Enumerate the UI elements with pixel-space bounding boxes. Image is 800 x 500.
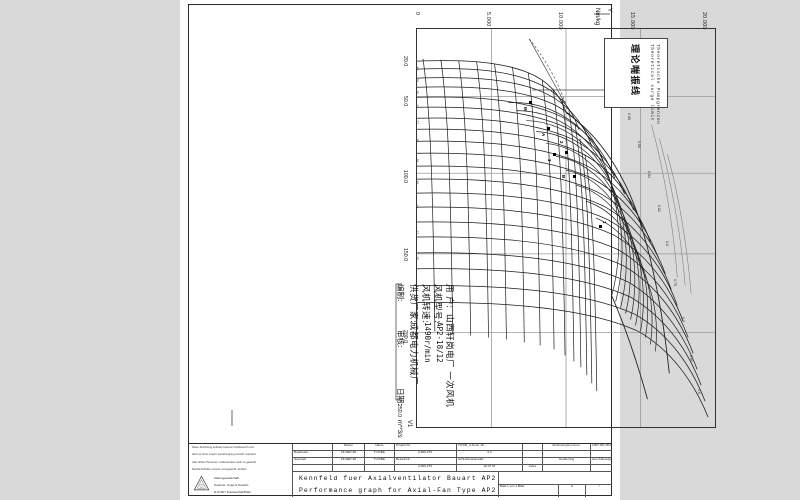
company-logo-icon: [193, 475, 210, 491]
legal-note-2: darf nur ohne unsere Genehmigung verviel…: [192, 453, 257, 457]
role-header-cell: [293, 444, 333, 451]
bearbeitet-datum: 18-SEP-96: [333, 451, 365, 458]
efficiency-label-d: 0.84: [647, 171, 651, 178]
spec-bracket-lines: [395, 283, 402, 401]
gez-label: Gez./Name/gepr.: [591, 458, 612, 465]
company-line2: Kuehnle, Kopp & Kausch: [214, 483, 249, 487]
projekt-value: 0.900.275.: [395, 451, 457, 458]
datum-header: Datum: [333, 444, 365, 451]
performance-chart: -30 -28 -26 -24 -22 -20 -18 -16 -14 -12 …: [416, 28, 716, 428]
company-cell: [189, 472, 293, 497]
company-line3: D-67227 Frankenthal/Pfalz: [214, 490, 251, 494]
surge-limit-label-en: Theoretical surge limit: [649, 44, 654, 122]
geprueft-datum: 18-SEP-96: [333, 458, 365, 465]
gez-blank: [591, 465, 612, 472]
surge-limit-label-cn: 理论喘振线: [629, 44, 639, 97]
drawing-title-en: Performance graph for Axial-Fan Type AP2: [299, 487, 497, 494]
role-blank-cell: [293, 465, 333, 472]
geprueft-name: TUV/Blu: [365, 458, 395, 465]
surge-limit-legend-box: [604, 38, 668, 108]
zeichnungs-label: Zeichnungsnummer:: [543, 444, 591, 451]
tuv-label: TUV/B_A-Kenn.-Nr.:: [457, 444, 523, 451]
pitch-characteristic-curves: [417, 60, 709, 418]
efficiency-label-f: 0.8: [665, 241, 669, 246]
efficiency-label-j: 0.6: [697, 389, 701, 394]
efficiency-label-h: 0.7: [681, 317, 685, 322]
surge-legend-leader: [532, 89, 604, 91]
index-blank-2: [523, 451, 543, 458]
ausf-label: AUS-Revisionsdat.:: [457, 458, 523, 465]
index-blank-1: [523, 444, 543, 451]
axis-symbol-rule: [231, 13, 610, 426]
efficiency-label-c: 0.86: [637, 141, 641, 148]
aenderung-blank-3: [543, 465, 591, 472]
surge-limit-label-de: Theoretische Pumpgrenzen: [655, 44, 660, 125]
row-bearbeitet-label: Bearbeitet: [293, 451, 333, 458]
efficiency-contours: [508, 38, 670, 400]
sheet-count: Blatt 1 von 1 Blatt: [499, 485, 559, 497]
datum-blank-cell: [333, 465, 365, 472]
operating-point-marker-a: [547, 127, 550, 130]
name-header: Name: [365, 444, 395, 451]
efficiency-label-e: 0.82: [657, 205, 661, 212]
operating-point-marker-b: [573, 175, 576, 178]
tuv-value: 2.0: [457, 451, 523, 458]
revision-letter: A: [559, 485, 586, 497]
drawing-title-de: Kennfeld fuer Axialventilator Bauart AP2: [299, 475, 497, 482]
operating-point-marker-m: [529, 101, 532, 104]
secondary-power-curves: [651, 124, 692, 294]
row-geprueft-label: Geprueft: [293, 458, 333, 465]
sheet-blank-cell: [499, 472, 612, 485]
aenderung-label: Aenderung: [543, 458, 591, 465]
ausf-value: 18.07.97: [457, 465, 523, 472]
title-en-cell: Performance graph for Axial-Fan Type AP2: [293, 485, 499, 497]
efficiency-label-g: 0.75: [673, 279, 677, 286]
legal-note-1: Diese Zeichnung enthaelt unseren Fachber…: [192, 446, 254, 449]
bestell-label: Bestell-Nr.:: [395, 458, 457, 465]
zeichnungs-value: 1007.001.001.00: [591, 444, 612, 451]
revision-slash: /: [598, 485, 600, 488]
title-block: Diese Zeichnung enthaelt unseren Fachber…: [188, 443, 612, 497]
aenderung-blank-1: [543, 451, 591, 458]
aenderung-blank-2: [591, 451, 612, 458]
index-blank-3: [523, 458, 543, 465]
index-label: Index: [523, 465, 543, 472]
operating-point-marker-3: [553, 153, 556, 156]
legal-note-4: Rechte Erfinder unserer und gewerbl. wer…: [192, 468, 247, 472]
efficiency-label-b: 0.88: [627, 113, 631, 120]
bearbeitet-name: TUV/Blu: [365, 451, 395, 458]
name-blank-cell: [365, 465, 395, 472]
projekt-label: Projekt-Nr.:: [395, 444, 457, 451]
legal-notes-cell: Diese Zeichnung enthaelt unseren Fachber…: [189, 444, 293, 472]
cross-family-curves: [417, 58, 598, 392]
title-de-cell: Kennfeld fuer Axialventilator Bauart AP2: [293, 472, 499, 485]
company-name: Aktiengesellschaft: [214, 476, 239, 480]
operating-point-marker-1: [599, 225, 602, 228]
operating-point-marker-2: [565, 151, 568, 154]
bestell-value: 0.900.275.: [395, 465, 457, 472]
efficiency-label-i: 0.65: [689, 355, 693, 362]
legal-note-3: oder dritten Personen, insbesondere auch…: [192, 460, 257, 464]
drawing-sheet: Y Nm/kg 0 5.000 10.000 15.000 20.000 20.…: [180, 0, 716, 500]
